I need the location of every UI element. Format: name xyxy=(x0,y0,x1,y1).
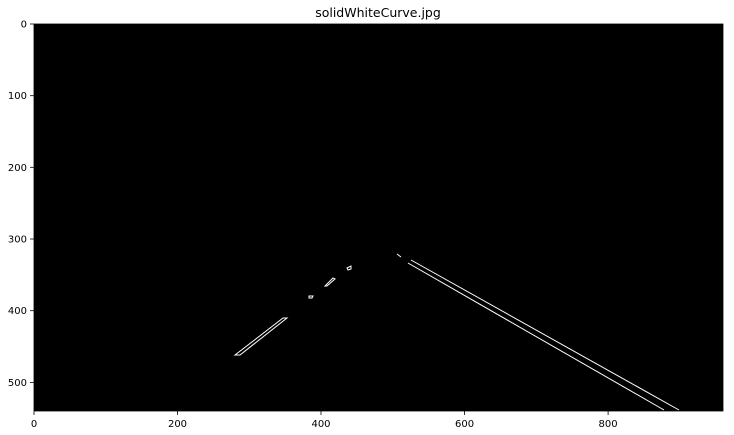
x-tick-label: 200 xyxy=(168,419,187,430)
y-tick-label: 400 xyxy=(8,306,27,317)
left-lane-segment-top xyxy=(346,265,352,271)
y-tick-label: 500 xyxy=(8,378,27,389)
x-tick-label: 800 xyxy=(599,419,618,430)
image-frame xyxy=(33,23,724,412)
y-tick-label: 300 xyxy=(8,235,27,246)
right-lane-edge-inner xyxy=(407,262,665,411)
x-tick-label: 600 xyxy=(455,419,474,430)
figure-title: solidWhiteCurve.jpg xyxy=(315,5,441,20)
x-tick-label: 400 xyxy=(311,419,330,430)
y-axis xyxy=(30,23,34,383)
y-tick-labels: 0 100 200 300 400 500 xyxy=(8,20,27,389)
y-tick-label: 200 xyxy=(8,163,27,174)
left-lane-segment-small xyxy=(308,295,314,299)
image-background xyxy=(34,24,723,411)
x-tick-label: 0 xyxy=(31,419,37,430)
y-tick-label: 0 xyxy=(21,20,27,31)
left-lane-segment-mid xyxy=(323,277,336,287)
right-lane-edges xyxy=(396,253,680,411)
left-lane-edges xyxy=(233,265,352,356)
right-lane-edge-tip xyxy=(396,253,402,258)
x-axis xyxy=(33,411,609,415)
edge-image xyxy=(33,23,724,412)
x-tick-labels: 0 200 400 600 800 xyxy=(31,419,618,430)
right-lane-edge-outer xyxy=(410,259,680,411)
y-tick-label: 100 xyxy=(8,91,27,102)
left-lane-segment-large xyxy=(233,317,289,356)
